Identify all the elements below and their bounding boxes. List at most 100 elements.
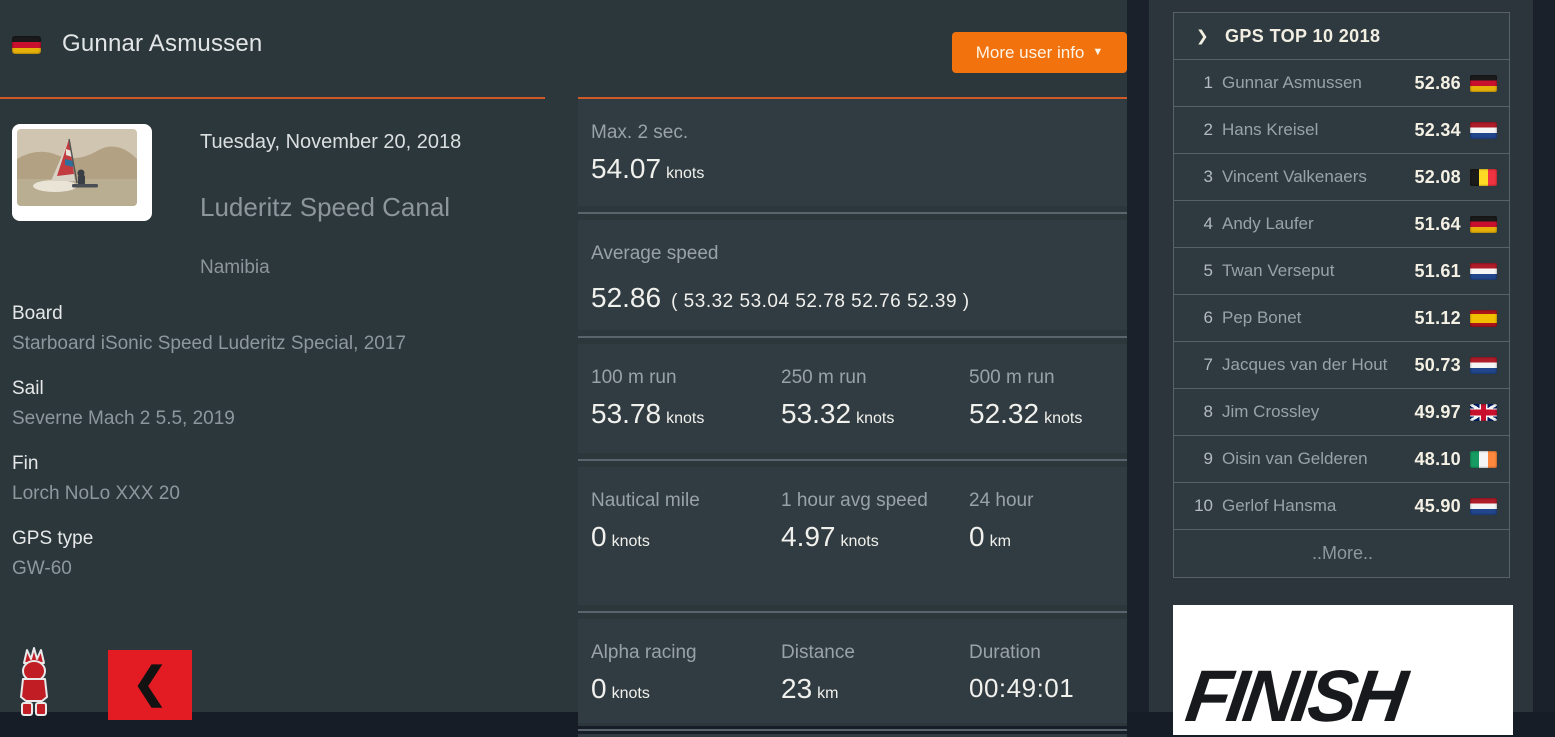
windsurfer-photo [17,129,137,206]
rider-name: Jacques van der Hout [1222,355,1388,374]
speed-value: 51.61 [1414,260,1461,281]
leaderboard-row[interactable]: 9 Oisin van Gelderen 48.10 [1174,436,1509,483]
speed-value: 48.10 [1414,448,1461,469]
more-user-info-label: More user info [975,42,1085,62]
stat-500m: 500 m run 52.32 knots [969,366,1115,453]
stat-label: 250 m run [781,367,867,388]
stat-value: 54.07 knots [591,153,1115,185]
leaderboard-header[interactable]: ❯ GPS TOP 10 2018 [1174,13,1509,60]
finish-sponsor-banner[interactable]: FINISH [1173,605,1513,735]
equipment-item: GPS type GW-60 [12,528,552,580]
stat-number: 0 [591,672,607,704]
speed-value: 51.64 [1414,213,1461,234]
leaderboard-row[interactable]: 5 Twan Verseput 51.61 [1174,248,1509,295]
leaderboard-row[interactable]: 2 Hans Kreisel 52.34 [1174,107,1509,154]
leaderboard-more-link[interactable]: ..More.. [1174,530,1509,577]
starboard-tiki-logo[interactable] [16,645,52,730]
stat-unit: knots [611,684,650,702]
leaderboard-row[interactable]: 3 Vincent Valkenaers 52.08 [1174,154,1509,201]
stat-label: Nautical mile [591,490,700,511]
stats-top-divider [578,97,1127,99]
sidebar-panel: ❯ GPS TOP 10 2018 1 Gunnar Asmussen 52.8… [1149,0,1533,735]
speed-value: 50.73 [1414,354,1461,375]
row-divider [578,212,1127,214]
row-divider [578,729,1127,731]
rank-number: 1 [1203,73,1213,92]
speed-value: 52.08 [1414,166,1461,187]
rank-number: 9 [1203,449,1213,468]
row-divider [578,336,1127,338]
stat-unit: knots [666,164,705,182]
equipment-item: Fin Lorch NoLo XXX 20 [12,453,552,505]
stat-100m: 100 m run 53.78 knots [591,366,781,453]
back-button[interactable]: ❮ [108,650,192,720]
leaderboard-row[interactable]: 6 Pep Bonet 51.12 [1174,295,1509,342]
session-photo-thumbnail[interactable] [12,124,152,221]
session-date: Tuesday, November 20, 2018 [200,131,462,153]
rider-name: Twan Verseput [1222,261,1335,280]
stat-number: 0 [591,520,607,552]
chevron-down-icon: ▼ [1092,46,1104,58]
rank-number: 10 [1194,496,1213,515]
equipment-value: Starboard iSonic Speed Luderitz Special,… [12,333,406,354]
stat-number: 54.07 [591,152,662,184]
more-user-info-button[interactable]: More user info ▼ [952,32,1127,73]
stat-label: Average speed [591,243,719,264]
chevron-right-icon: ❯ [1196,28,1209,45]
rider-name: Gunnar Asmussen [1222,73,1362,92]
equipment-label: Board [12,303,63,324]
rank-number: 6 [1203,308,1213,327]
country-flag-icon [1470,74,1497,92]
equipment-label: Fin [12,453,39,474]
stat-label: Duration [969,642,1041,663]
equipment-item: Board Starboard iSonic Speed Luderitz Sp… [12,303,552,355]
stat-number: 23 [781,672,813,704]
leaderboard-row[interactable]: 7 Jacques van der Hout 50.73 [1174,342,1509,389]
speed-value: 52.86 [1414,72,1461,93]
stat-24hour: 24 hour 0 km [969,489,1115,605]
stat-label: 500 m run [969,367,1055,388]
session-spot: Luderitz Speed Canal [200,192,451,222]
country-flag-icon [1470,168,1497,186]
leaderboard-title: GPS TOP 10 2018 [1224,25,1381,46]
leaderboard-row[interactable]: 10 Gerlof Hansma 45.90 [1174,483,1509,530]
rank-number: 4 [1203,214,1213,233]
stat-label: Max. 2 sec. [591,122,689,143]
rank-number: 2 [1203,120,1213,139]
stat-nautical-mile: Nautical mile 0 knots [591,489,781,605]
stat-distance: Distance 23 km [781,641,969,723]
stat-1hour-avg: 1 hour avg speed 4.97 knots [781,489,969,605]
equipment-label: GPS type [12,528,94,549]
country-flag-icon [1470,262,1497,280]
stat-unit: km [817,684,839,702]
stat-250m: 250 m run 53.32 knots [781,366,969,453]
rider-country-flag-icon [12,36,41,54]
leaderboard-row[interactable]: 8 Jim Crossley 49.97 [1174,389,1509,436]
speed-value: 49.97 [1414,401,1461,422]
stat-unit: knots [611,532,650,550]
session-country: Namibia [200,257,270,278]
stat-value: 52.86 ( 53.32 53.04 52.78 52.76 52.39 ) [591,282,1115,314]
stat-number: 53.78 [591,397,662,429]
gps-top10-leaderboard: ❯ GPS TOP 10 2018 1 Gunnar Asmussen 52.8… [1173,12,1510,578]
stat-duration: Duration 00:49:01 [969,641,1115,723]
stat-runs-row: 100 m run 53.78 knots 250 m run 53.32 knot… [578,344,1127,453]
stat-number: 52.32 [969,397,1040,429]
rider-name: Hans Kreisel [1222,120,1319,139]
equipment-value: GW-60 [12,558,72,579]
country-flag-icon [1470,121,1497,139]
avg-run-values: ( 53.32 53.04 52.78 52.76 52.39 ) [671,290,970,312]
country-flag-icon [1470,450,1497,468]
stat-unit: knots [1044,409,1083,427]
stat-label: 24 hour [969,490,1034,511]
country-flag-icon [1470,215,1497,233]
stat-unit: km [989,532,1011,550]
leaderboard-row[interactable]: 4 Andy Laufer 51.64 [1174,201,1509,248]
leaderboard-row[interactable]: 1 Gunnar Asmussen 52.86 [1174,60,1509,107]
equipment-label: Sail [12,378,44,399]
row-divider [578,459,1127,461]
stat-number: 53.32 [781,397,852,429]
stat-label: Alpha racing [591,642,697,663]
stat-unit: knots [840,532,879,550]
